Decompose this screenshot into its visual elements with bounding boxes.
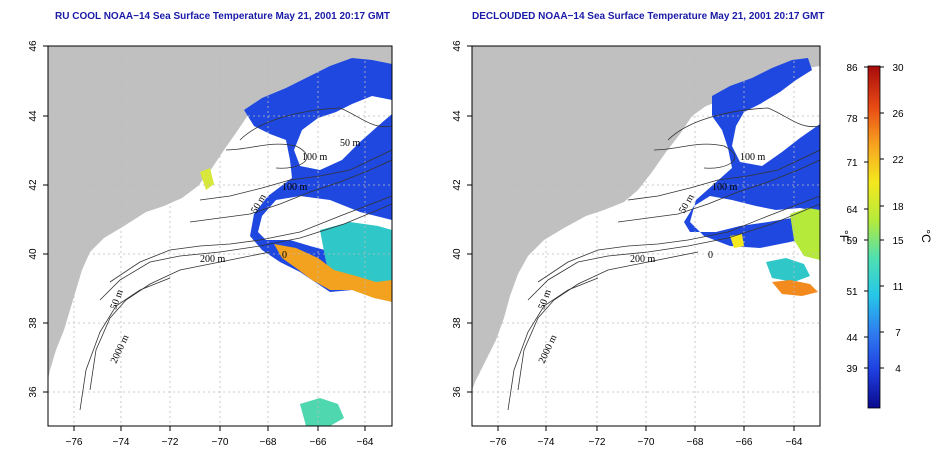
right-lon-tick-label: −66 xyxy=(736,437,753,448)
right-map-lat-labels: 46 44 42 40 38 36 xyxy=(452,40,463,398)
left-map-title: RU COOL NOAA−14 Sea Surface Temperature … xyxy=(55,11,391,22)
right-lat-tick-label: 40 xyxy=(452,248,463,260)
left-map-south-patch xyxy=(300,398,344,426)
right-contour-label-2: 100 m xyxy=(712,182,738,193)
colorbar-gradient xyxy=(867,65,881,409)
right-map-teal-patch xyxy=(766,258,810,282)
right-lon-tick-label: −72 xyxy=(589,437,606,448)
left-lon-tick-label: −70 xyxy=(212,437,229,448)
left-contour-label-1: 100 m xyxy=(302,152,328,163)
left-contour-label-2: 50 m xyxy=(340,138,361,149)
right-map-yellow-patch xyxy=(730,234,744,248)
right-lat-tick-label: 46 xyxy=(452,40,463,52)
left-lat-tick-label: 42 xyxy=(28,179,39,191)
right-lon-tick-label: −76 xyxy=(490,437,507,448)
left-map-tick-marks xyxy=(43,45,366,431)
left-lon-tick-label: −72 xyxy=(162,437,179,448)
colorbar: 86 78 71 64 59 51 44 39 30 26 22 18 15 1… xyxy=(837,63,933,409)
right-lat-tick-label: 42 xyxy=(452,179,463,191)
right-map-land xyxy=(472,46,820,390)
fahrenheit-unit-label: °F xyxy=(837,230,851,242)
fahrenheit-tick-label: 86 xyxy=(846,63,858,74)
left-contour-label-8: 0 xyxy=(282,250,287,261)
right-map-panel: 100 m 100 m 50 m 200 m 50 m 2000 m 0 −76… xyxy=(452,40,821,448)
fahrenheit-tick-label: 39 xyxy=(846,364,858,375)
left-lon-tick-label: −76 xyxy=(66,437,83,448)
right-contour-label-7: 0 xyxy=(708,250,713,261)
left-map-grid xyxy=(48,46,392,426)
left-map-lat-labels: 46 44 42 40 38 36 xyxy=(28,40,39,398)
left-map-warm-water xyxy=(274,244,392,302)
left-map-lon-labels: −76 −74 −72 −70 −68 −66 −64 xyxy=(66,437,374,448)
right-contour-label-4: 200 m xyxy=(630,254,656,265)
left-map-contours xyxy=(79,107,392,411)
right-map-grid xyxy=(472,46,820,426)
right-lon-tick-label: −64 xyxy=(786,437,803,448)
left-lat-tick-label: 38 xyxy=(28,317,39,329)
left-lon-tick-label: −74 xyxy=(113,437,130,448)
left-map-land xyxy=(48,46,392,380)
celsius-tick-label: 22 xyxy=(892,155,904,166)
left-lat-tick-label: 46 xyxy=(28,40,39,52)
celsius-tick-label: 4 xyxy=(895,364,901,375)
right-map-mid-water xyxy=(790,208,820,260)
right-lat-tick-label: 36 xyxy=(452,386,463,398)
right-map-lon-labels: −76 −74 −72 −70 −68 −66 −64 xyxy=(490,437,803,448)
celsius-tick-label: 18 xyxy=(892,202,904,213)
celsius-tick-label: 30 xyxy=(892,63,904,74)
right-lon-tick-label: −68 xyxy=(687,437,704,448)
fahrenheit-tick-label: 78 xyxy=(846,114,858,125)
fahrenheit-tick-label: 59 xyxy=(846,236,858,247)
left-lat-tick-label: 40 xyxy=(28,248,39,260)
right-map-tick-marks xyxy=(467,45,795,431)
right-map-contours xyxy=(507,107,820,411)
left-lon-tick-label: −66 xyxy=(310,437,327,448)
left-lon-tick-label: −68 xyxy=(260,437,277,448)
right-lon-tick-label: −74 xyxy=(538,437,555,448)
left-contour-label-3: 100 m xyxy=(282,182,308,193)
left-lat-tick-label: 44 xyxy=(28,110,39,122)
colorbar-ticks xyxy=(864,66,884,369)
right-contour-label-1: 100 m xyxy=(740,152,766,163)
fahrenheit-tick-label: 51 xyxy=(846,287,858,298)
right-lat-tick-label: 38 xyxy=(452,317,463,329)
celsius-tick-label: 15 xyxy=(892,236,904,247)
left-lat-tick-label: 36 xyxy=(28,386,39,398)
celsius-unit-label: °C xyxy=(919,229,933,243)
fahrenheit-tick-label: 71 xyxy=(846,158,858,169)
right-map-title: DECLOUDED NOAA−14 Sea Surface Temperatur… xyxy=(472,11,825,22)
celsius-tick-label: 26 xyxy=(892,109,904,120)
right-lon-tick-label: −70 xyxy=(638,437,655,448)
left-map-coast-yellow xyxy=(200,168,214,190)
fahrenheit-tick-label: 64 xyxy=(846,205,858,216)
right-map-cold-water-gulf xyxy=(684,58,820,248)
celsius-tick-label: 7 xyxy=(895,328,901,339)
left-contour-label-5: 200 m xyxy=(200,254,226,265)
right-map-warm-water xyxy=(772,280,818,296)
right-lat-tick-label: 44 xyxy=(452,110,463,122)
celsius-tick-label: 11 xyxy=(893,282,904,293)
left-map-panel: 100 m 50 m 100 m 50 m 200 m 50 m 2000 m … xyxy=(28,40,393,448)
left-map-cold-water-gulf xyxy=(244,58,392,292)
fahrenheit-tick-label: 44 xyxy=(846,333,858,344)
left-lon-tick-label: −64 xyxy=(357,437,374,448)
